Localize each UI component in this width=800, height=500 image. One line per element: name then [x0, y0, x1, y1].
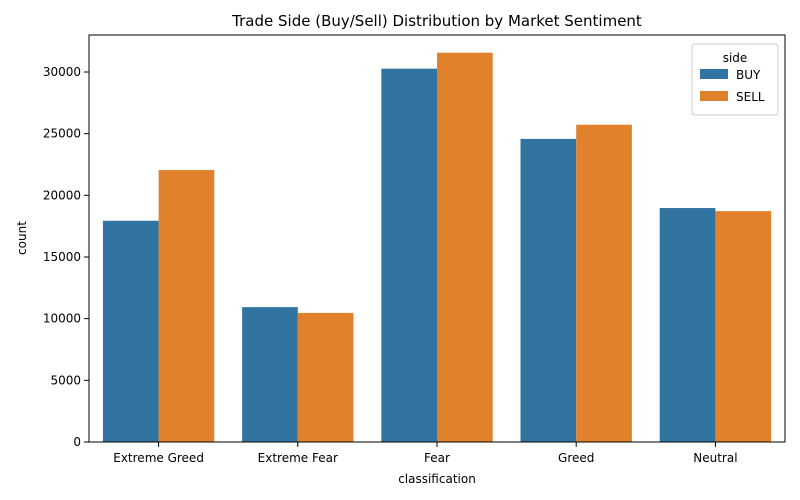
bar-sell-greed	[576, 124, 632, 443]
x-tick-label: Fear	[424, 451, 450, 465]
legend: side BUY SELL	[691, 43, 779, 116]
y-tick-label: 10000	[43, 312, 81, 326]
bars-group	[102, 52, 772, 443]
y-axis-label: count	[15, 221, 29, 255]
y-tick-label: 25000	[43, 127, 81, 141]
x-tick-label: Extreme Fear	[258, 451, 338, 465]
y-tick-label: 20000	[43, 188, 81, 202]
x-tick-label: Neutral	[693, 451, 737, 465]
bar-buy-greed	[520, 138, 577, 442]
legend-swatch-sell	[700, 91, 728, 101]
bar-sell-extreme-fear	[297, 312, 354, 442]
bar-sell-fear	[437, 52, 493, 442]
legend-items: BUY SELL	[700, 68, 765, 104]
y-tick-label: 5000	[50, 373, 81, 387]
plot-frame	[88, 34, 786, 443]
y-tick-label: 15000	[43, 250, 81, 264]
legend-swatch-buy	[700, 69, 728, 79]
y-tick-label: 30000	[43, 65, 81, 79]
bar-sell-neutral	[715, 211, 772, 442]
x-tick-label: Greed	[558, 451, 594, 465]
x-axis: Extreme Greed Extreme Fear Fear Greed Neutra…	[113, 442, 738, 465]
bar-sell-extreme-greed	[158, 170, 215, 442]
legend-label-sell: SELL	[736, 90, 765, 104]
y-tick-label: 0	[73, 435, 81, 449]
legend-title: side	[723, 51, 748, 65]
legend-label-buy: BUY	[736, 68, 761, 82]
bar-buy-extreme-fear	[242, 307, 298, 442]
y-axis: 0 5000 10000 15000 20000 25000 30000	[43, 65, 89, 449]
x-axis-label: classification	[398, 472, 476, 486]
bar-buy-neutral	[659, 208, 716, 442]
bar-buy-extreme-greed	[102, 220, 159, 442]
bar-buy-fear	[381, 68, 437, 443]
chart-title: Trade Side (Buy/Sell) Distribution by Ma…	[231, 12, 642, 30]
x-tick-label: Extreme Greed	[113, 451, 204, 465]
